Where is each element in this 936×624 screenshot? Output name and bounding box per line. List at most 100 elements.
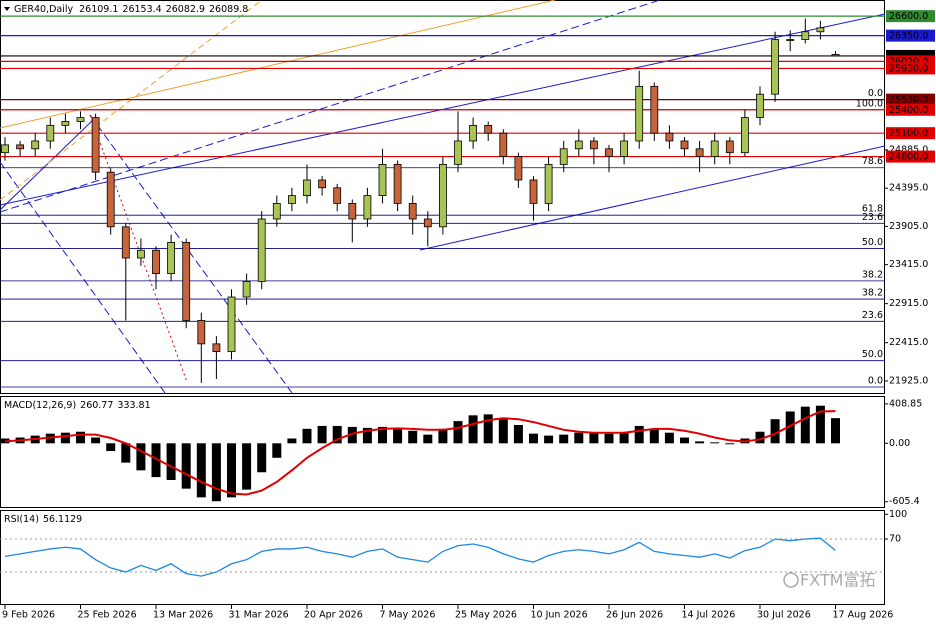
candle-body — [514, 156, 523, 181]
macd-title: MACD(12,26,9) — [4, 400, 76, 411]
fib-label: 23.6 — [862, 310, 883, 321]
macd-value: 260.77 — [80, 400, 113, 411]
macd-bar — [770, 419, 780, 444]
candle-body — [454, 140, 462, 165]
y-tick-label: 408.85 — [889, 398, 922, 409]
signal-value: 333.81 — [117, 400, 150, 411]
fib-label: 100.0 — [856, 98, 883, 109]
level-label: 24800.0 — [889, 152, 928, 163]
macd-bar — [136, 443, 146, 471]
macd-bar — [332, 425, 342, 444]
y-tick-label: -605.4 — [889, 496, 920, 507]
header-high: 26153.4 — [122, 4, 161, 15]
macd-bar — [393, 427, 403, 444]
candle-body — [635, 85, 644, 142]
candle-body — [303, 179, 311, 196]
candle-body — [620, 140, 628, 157]
candle-body — [61, 121, 70, 126]
macd-bar — [800, 406, 810, 444]
macd-bar — [664, 432, 674, 444]
y-tick-label: 21925.0 — [889, 375, 928, 386]
x-tick-label: 7 May 2026 — [380, 610, 436, 621]
macd-header: MACD(12,26,9) 260.77 333.81 — [4, 400, 151, 411]
macd-bar — [272, 443, 282, 458]
candle-body — [408, 202, 417, 220]
macd-bar — [755, 431, 765, 444]
macd-bar — [559, 434, 569, 444]
macd-bar — [710, 442, 720, 444]
candle-body — [529, 179, 538, 204]
candle-body — [771, 39, 779, 95]
fib-label: 23.6 — [862, 212, 883, 223]
level-label: 25530.0 — [889, 95, 928, 106]
level-label: 25930.0 — [889, 63, 928, 74]
candle-body — [438, 163, 447, 228]
header-low: 26082.9 — [166, 4, 205, 15]
level-label: 26600.0 — [889, 11, 928, 22]
header-open: 26109.1 — [79, 4, 118, 15]
level-label: 26020.0 — [889, 56, 928, 67]
macd-bar — [121, 443, 131, 463]
candle-body — [469, 124, 478, 142]
trend-line — [89, 114, 293, 394]
macd-bar — [362, 427, 372, 444]
candle-body — [1, 144, 9, 154]
candle-body — [423, 218, 432, 228]
x-tick-label: 17 Aug 2026 — [833, 610, 894, 621]
macd-bar — [423, 434, 433, 444]
candle-body — [242, 281, 251, 298]
x-tick-label: 30 Jul 2026 — [757, 610, 811, 621]
fib-label: 0.0 — [868, 375, 883, 386]
macd-bar — [574, 432, 584, 444]
macd-panel — [0, 396, 885, 508]
signal-line — [4, 410, 836, 496]
macd-bar — [257, 443, 267, 473]
x-tick-label: 25 Feb 2026 — [78, 610, 137, 621]
macd-bar — [378, 426, 387, 444]
fib-label: 0.0 — [868, 88, 883, 99]
candle-body — [756, 93, 764, 118]
candle-body — [136, 249, 145, 259]
x-tick-label: 10 Jun 2026 — [531, 610, 588, 621]
x-tick-label: 25 May 2026 — [455, 610, 517, 621]
candle-body — [318, 179, 327, 189]
candle-body — [152, 249, 160, 275]
macd-bar — [785, 411, 795, 444]
fib-label: 78.6 — [862, 156, 883, 167]
candle-body — [680, 140, 689, 150]
macd-bar — [211, 443, 221, 502]
watermark: FXTM富拓 — [800, 571, 875, 590]
macd-bar — [680, 437, 689, 444]
fib-label: 38.2 — [862, 269, 883, 280]
y-tick-label: 23415.0 — [889, 259, 928, 270]
candle-body — [182, 242, 191, 321]
macd-bar — [468, 415, 478, 444]
trend-line — [0, 0, 556, 129]
watermark-icon — [783, 572, 799, 588]
y-tick-label: 23905.0 — [889, 221, 928, 232]
y-tick-label: 22915.0 — [889, 298, 928, 309]
trend-line — [89, 114, 188, 383]
macd-bar — [815, 405, 825, 444]
rsi-line — [4, 537, 836, 577]
fib-label: 50.0 — [862, 237, 883, 248]
candle-body — [16, 144, 25, 150]
macd-bar — [634, 425, 644, 444]
macd-bar — [151, 443, 161, 478]
candle-body — [499, 132, 508, 157]
macd-bar — [544, 435, 554, 444]
trend-line — [419, 145, 886, 251]
level-box — [886, 10, 935, 23]
macd-bar — [483, 414, 493, 444]
symbol: GER40,Daily — [14, 4, 73, 15]
candle-body — [559, 148, 568, 165]
macd-bar — [529, 433, 538, 444]
price-panel — [0, 0, 885, 394]
collapse-icon[interactable] — [4, 7, 10, 11]
candle-body — [76, 117, 85, 122]
y-tick-label: 22415.0 — [889, 337, 928, 348]
header-close: 26089.8 — [209, 4, 248, 15]
fib-label: 50.0 — [862, 349, 883, 360]
